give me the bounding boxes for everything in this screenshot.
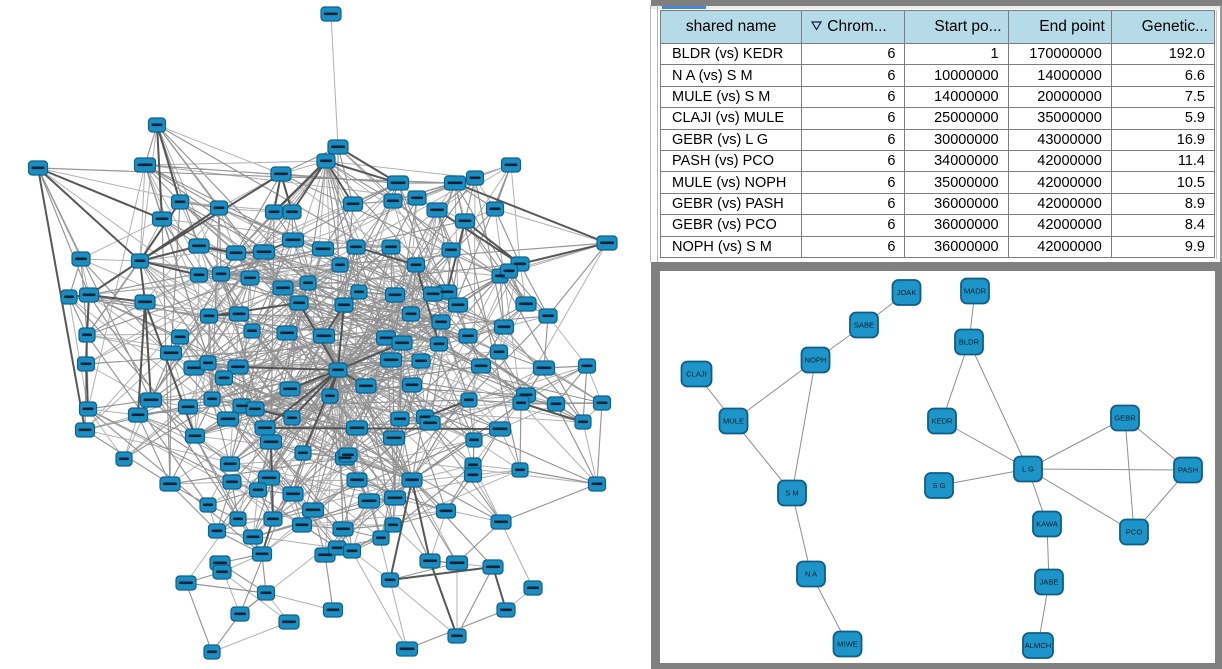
svg-text:BLDR: BLDR (959, 337, 980, 346)
svg-text:PCO: PCO (1126, 527, 1143, 536)
svg-text:CLAJI: CLAJI (686, 369, 707, 378)
svg-text:KEDR: KEDR (931, 416, 953, 425)
svg-text:S G: S G (932, 481, 945, 490)
svg-text:N A: N A (805, 569, 818, 578)
svg-text:SABE: SABE (854, 320, 874, 329)
svg-text:ALMCH: ALMCH (1025, 641, 1052, 650)
svg-text:GEBR: GEBR (1114, 413, 1136, 422)
svg-text:NOPH: NOPH (805, 355, 827, 364)
svg-text:L G: L G (1022, 464, 1034, 473)
svg-text:KAWA: KAWA (1036, 519, 1059, 528)
svg-text:MADR: MADR (964, 286, 987, 295)
svg-text:JABE: JABE (1040, 577, 1059, 586)
svg-text:JOAK: JOAK (897, 288, 917, 297)
svg-text:PASH: PASH (1178, 465, 1198, 474)
svg-text:MULE: MULE (723, 416, 744, 425)
svg-text:MIWE: MIWE (837, 639, 858, 648)
svg-text:S M: S M (785, 488, 799, 497)
